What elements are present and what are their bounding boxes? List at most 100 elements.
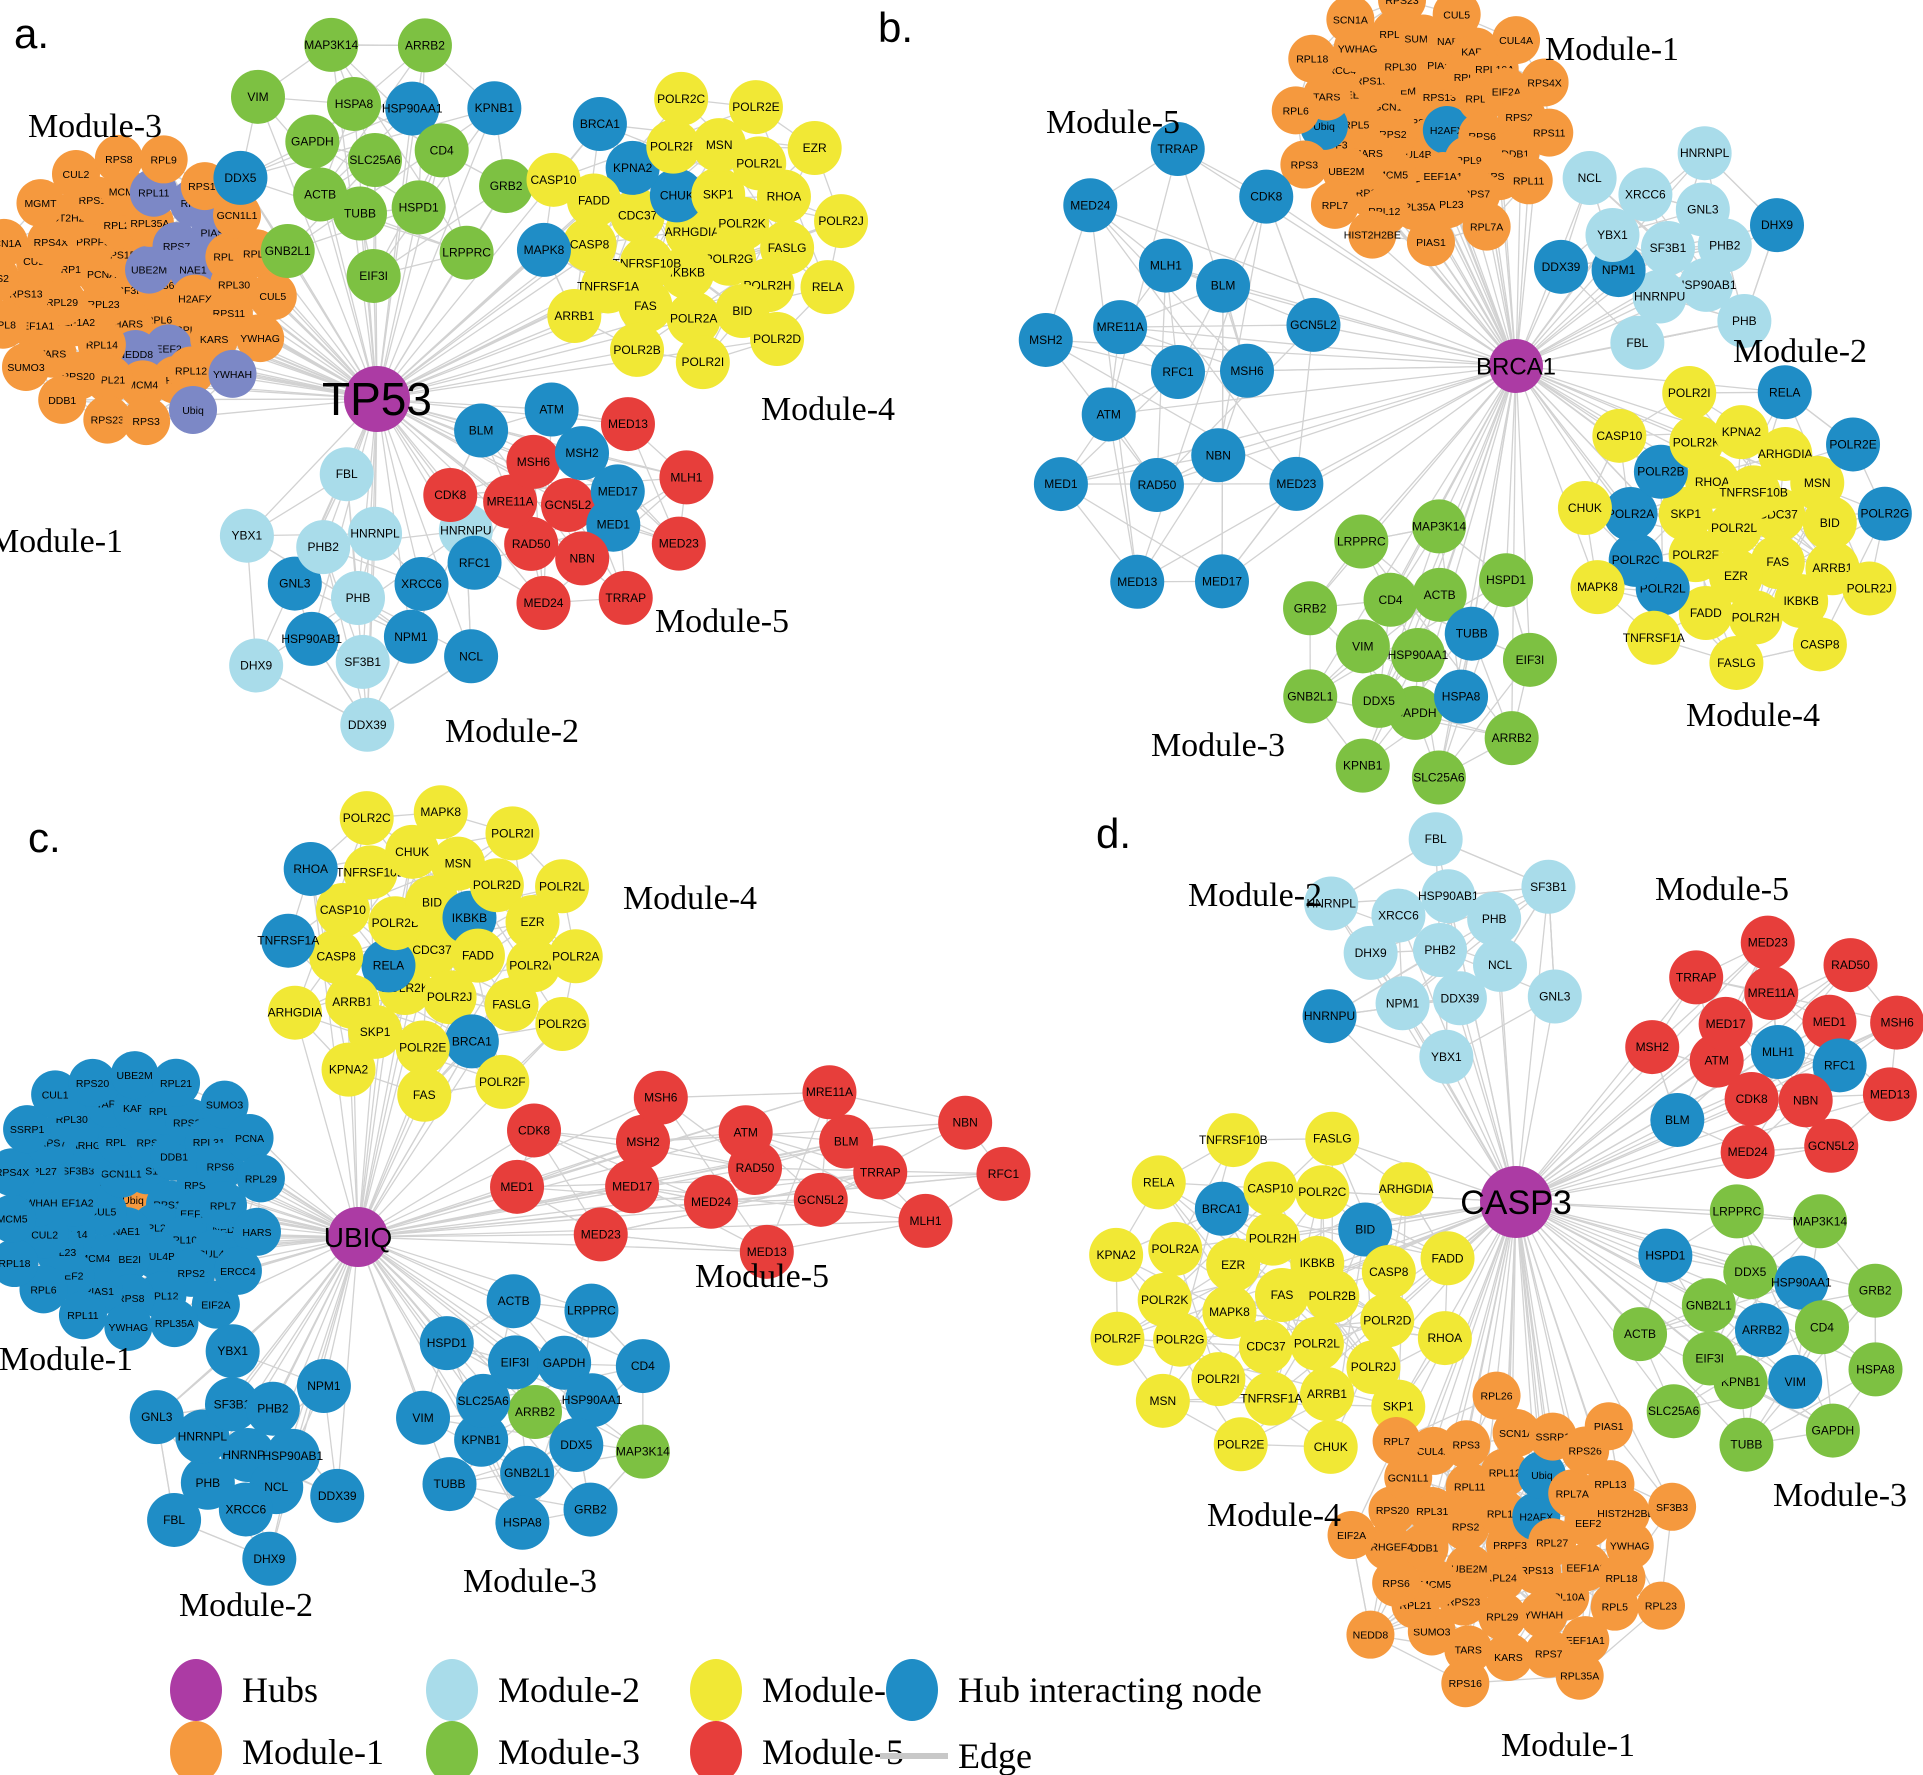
node-NPM1[interactable] [383, 609, 438, 664]
node-SKP1[interactable] [1371, 1379, 1426, 1434]
node-MSH2[interactable] [1018, 312, 1073, 367]
node-NBN[interactable] [1191, 428, 1246, 483]
node-MLH1[interactable] [898, 1193, 953, 1248]
node-POLR2L[interactable] [1289, 1316, 1344, 1371]
node-RPL18[interactable] [1288, 34, 1337, 83]
node-RPS3[interactable] [122, 397, 171, 446]
node-GRB2[interactable] [1283, 581, 1338, 636]
node-HSP90AA1[interactable] [1774, 1255, 1829, 1310]
node-GRB2[interactable] [1848, 1263, 1903, 1318]
node-POLR2E[interactable] [1213, 1417, 1268, 1472]
node-POLR2J[interactable] [422, 970, 477, 1025]
node-MAP3K14[interactable] [1412, 499, 1467, 554]
node-MSH2[interactable] [555, 426, 610, 481]
node-XRCC6[interactable] [218, 1482, 273, 1537]
node-MSN[interactable] [1135, 1373, 1190, 1428]
node-KARS[interactable] [1484, 1632, 1533, 1681]
node-GNB2L1[interactable] [260, 223, 315, 278]
node-TUBB[interactable] [422, 1457, 477, 1512]
node-PIAS1[interactable] [1584, 1402, 1633, 1451]
node-YWHAH[interactable] [208, 349, 257, 398]
node-SSRP1[interactable] [3, 1105, 52, 1154]
node-YBX1[interactable] [1419, 1029, 1474, 1084]
node-RPL21[interactable] [152, 1058, 201, 1107]
node-RPL6[interactable] [1271, 86, 1320, 135]
node-VIM[interactable] [396, 1390, 451, 1445]
node-PHB[interactable] [180, 1455, 235, 1510]
node-GRB2[interactable] [479, 159, 534, 214]
node-SF3B1[interactable] [1521, 859, 1576, 914]
node-EIF3I[interactable] [1682, 1331, 1737, 1386]
node-RELA[interactable] [361, 938, 416, 993]
node-FBL[interactable] [147, 1492, 202, 1547]
node-MRE11A[interactable] [1093, 300, 1148, 355]
node-CHUK[interactable] [649, 168, 704, 223]
node-BLM[interactable] [454, 403, 509, 458]
node-MSH6[interactable] [633, 1070, 688, 1125]
node-ARHGDIA[interactable] [267, 985, 322, 1040]
node-MLH1[interactable] [659, 450, 714, 505]
node-MSH6[interactable] [506, 434, 561, 489]
node-NEDD8[interactable] [1346, 1610, 1395, 1659]
node-RPS20[interactable] [68, 1058, 117, 1107]
node-XRCC6[interactable] [1371, 888, 1426, 943]
node-EZR[interactable] [505, 895, 560, 950]
node-POLR2F[interactable] [1090, 1311, 1145, 1366]
node-POLR2B[interactable] [1633, 444, 1688, 499]
node-NCL[interactable] [1562, 151, 1617, 206]
node-POLR2E[interactable] [395, 1020, 450, 1075]
node-FADD[interactable] [450, 928, 505, 983]
node-TRRAP[interactable] [853, 1145, 908, 1200]
node-MED24[interactable] [516, 576, 571, 631]
hub-casp3[interactable] [1480, 1166, 1552, 1238]
node-HNRNPU[interactable] [1632, 269, 1687, 324]
node-PIAS1[interactable] [1406, 218, 1455, 267]
node-DHX9[interactable] [1343, 925, 1398, 980]
node-TNFRSF10B[interactable] [343, 845, 398, 900]
node-DDX5[interactable] [1351, 673, 1406, 728]
node-HNRNPL[interactable] [1677, 126, 1732, 181]
node-MED24[interactable] [1063, 178, 1118, 233]
node-RPL11[interactable] [1504, 156, 1553, 205]
node-IKBKB[interactable] [660, 245, 715, 300]
node-MED13[interactable] [600, 397, 655, 452]
node-HSP90AB1[interactable] [1421, 869, 1476, 924]
node-RHOA[interactable] [756, 169, 811, 224]
node-HSPA8[interactable] [1848, 1342, 1903, 1397]
node-PHB2[interactable] [245, 1381, 300, 1436]
node-EZR[interactable] [1708, 548, 1763, 603]
node-MED17[interactable] [605, 1159, 660, 1214]
node-CASP8[interactable] [1361, 1244, 1416, 1299]
node-POLR2D[interactable] [1360, 1293, 1415, 1348]
node-HSPD1[interactable] [1638, 1228, 1693, 1283]
node-EEF1A1[interactable] [1561, 1616, 1610, 1665]
node-GAPDH[interactable] [285, 114, 340, 169]
node-SCN1A[interactable] [1492, 1409, 1541, 1458]
node-CD4[interactable] [1363, 572, 1418, 627]
node-DDB1[interactable] [38, 375, 87, 424]
node-LRPPRC[interactable] [1334, 514, 1389, 569]
node-RPL7[interactable] [198, 1181, 247, 1230]
node-POLR2H[interactable] [1245, 1211, 1300, 1266]
node-GCN5L2[interactable] [793, 1172, 848, 1227]
node-CASP10[interactable] [526, 152, 581, 207]
node-KPNA2[interactable] [1714, 405, 1769, 460]
node-SF3B1[interactable] [335, 634, 390, 689]
node-POLR2I[interactable] [675, 335, 730, 390]
node-ARHGEF4[interactable] [1364, 1522, 1413, 1571]
node-VIM[interactable] [1768, 1354, 1823, 1409]
node-POLR2F[interactable] [1668, 528, 1723, 583]
node-LRPPRC[interactable] [1709, 1184, 1764, 1239]
node-ATM[interactable] [1081, 387, 1136, 442]
node-GNL3[interactable] [1527, 969, 1582, 1024]
node-LRPPRC[interactable] [439, 225, 494, 280]
node-SF3B1[interactable] [204, 1377, 259, 1432]
node-VIM[interactable] [1335, 619, 1390, 674]
node-CD4[interactable] [1794, 1300, 1849, 1355]
node-POLR2F[interactable] [475, 1054, 530, 1109]
node-PCNA[interactable] [225, 1113, 274, 1162]
node-TNFRSF1A[interactable] [261, 913, 316, 968]
node-FBL[interactable] [319, 447, 374, 502]
node-POLR2A[interactable] [1603, 486, 1658, 541]
node-KPNA2[interactable] [1089, 1227, 1144, 1282]
